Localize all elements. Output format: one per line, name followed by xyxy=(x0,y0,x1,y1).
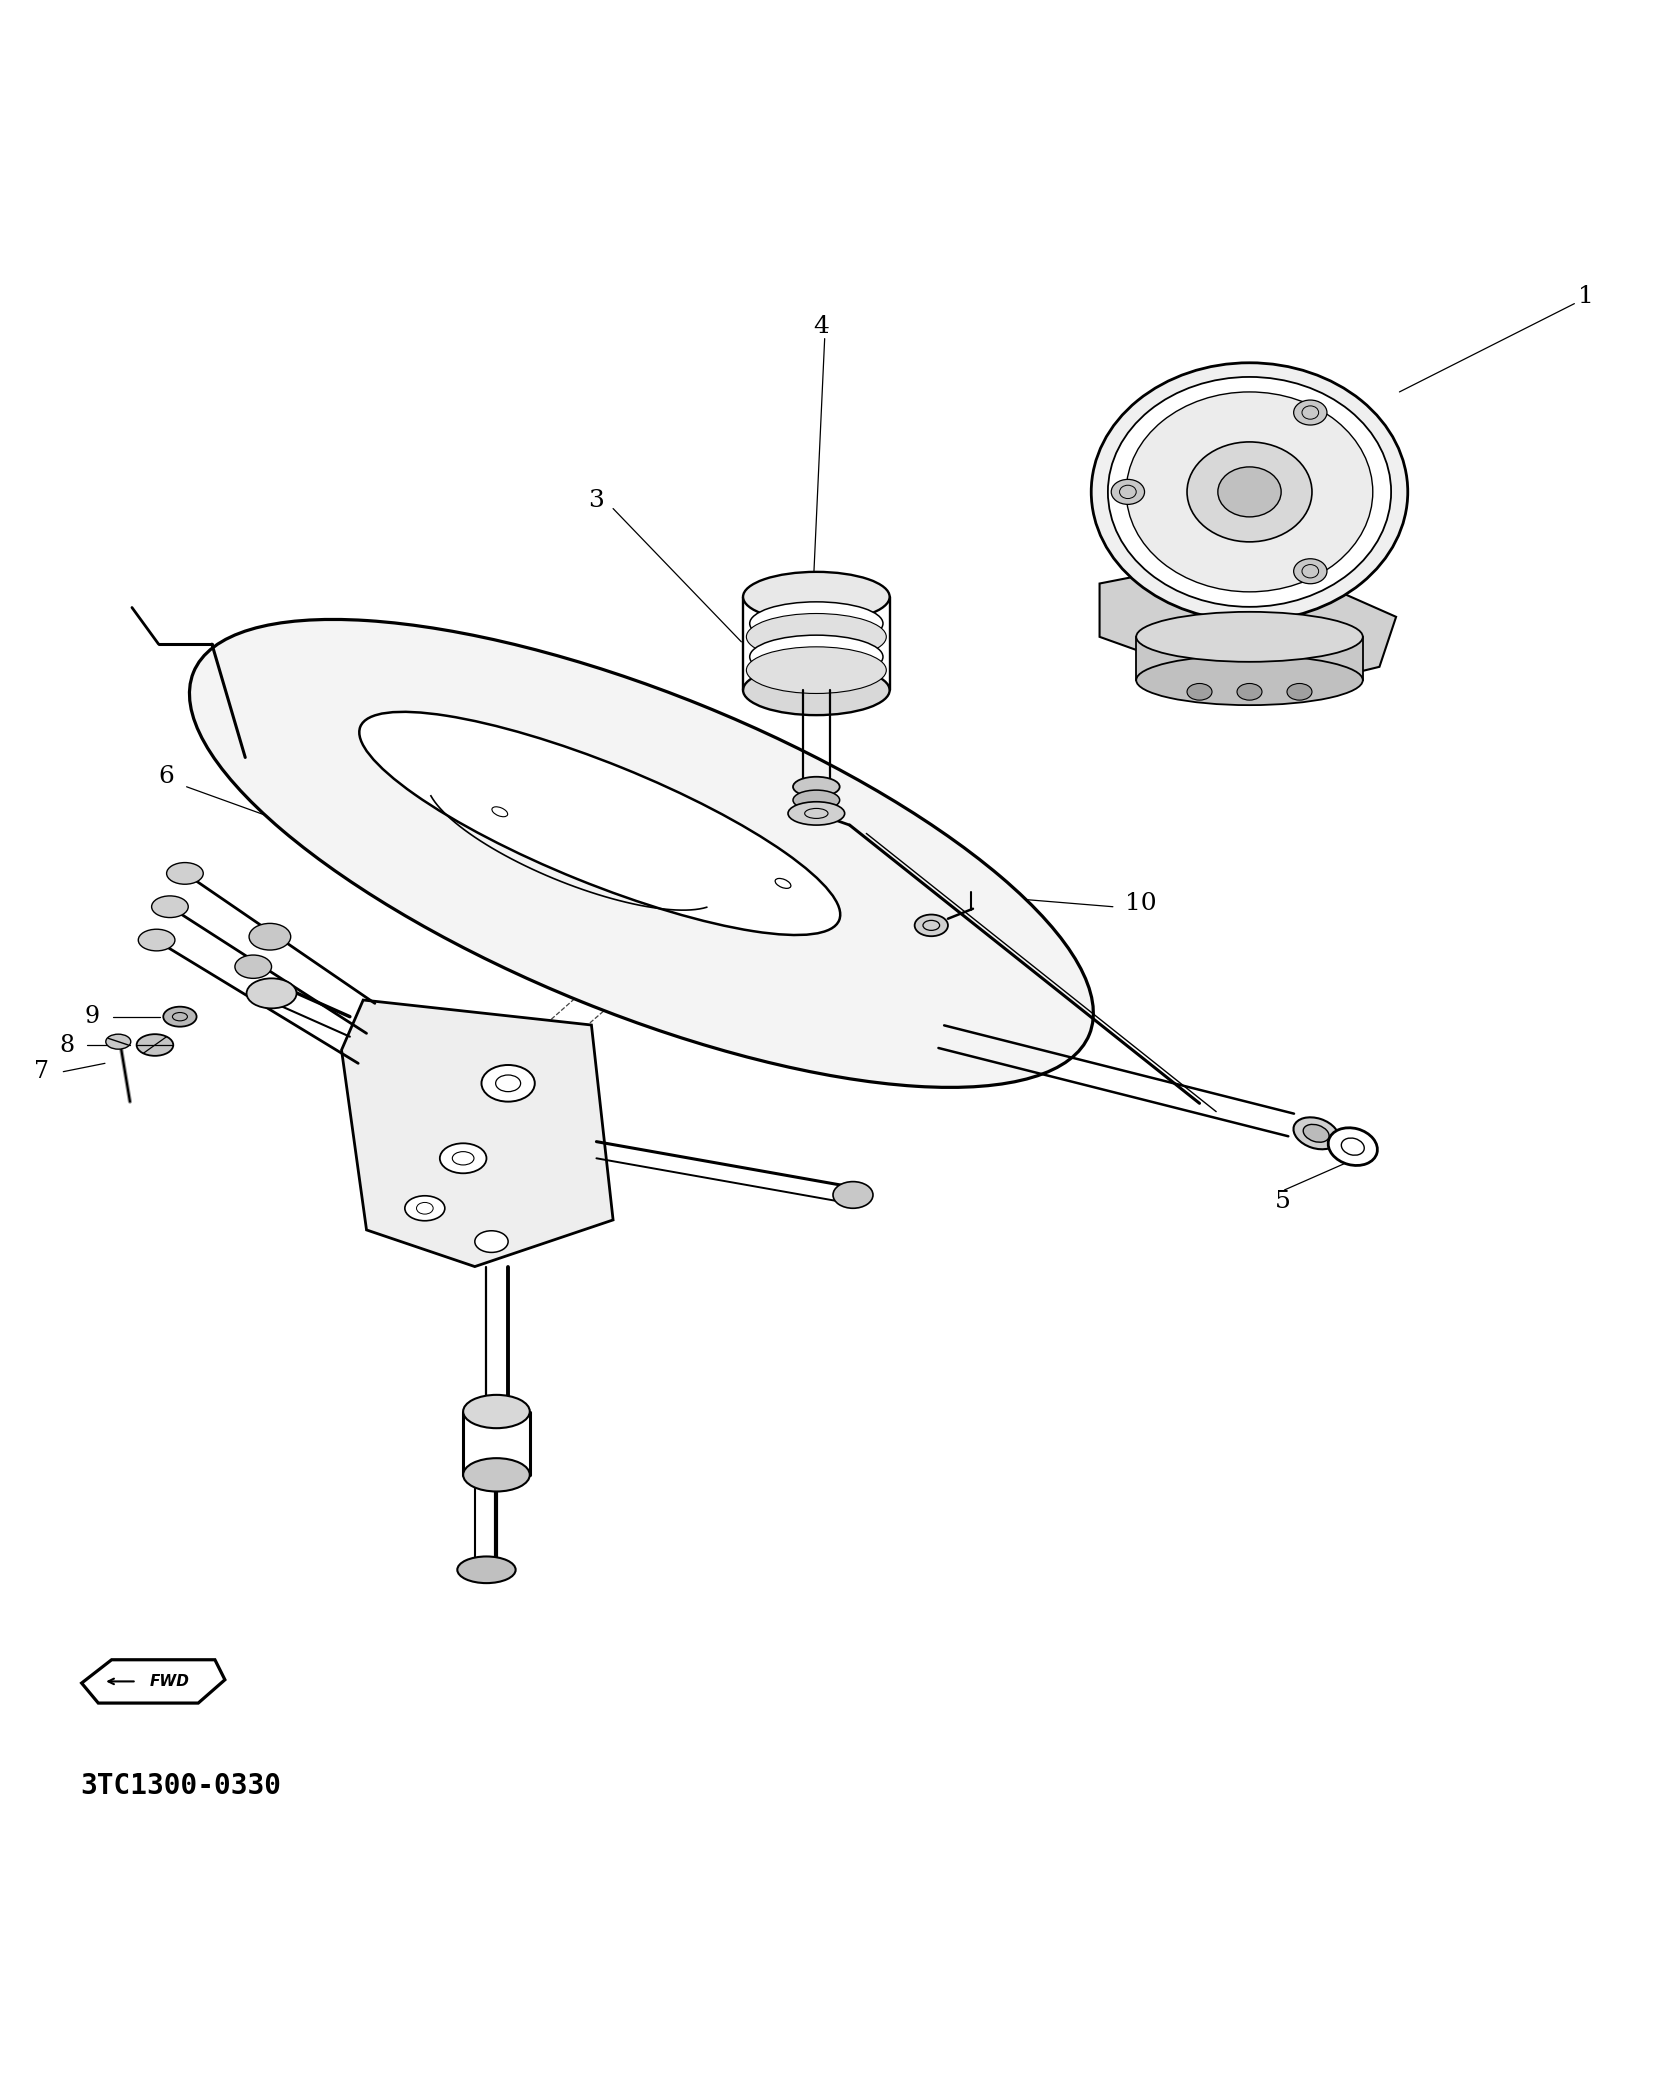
Ellipse shape xyxy=(463,1457,530,1491)
Ellipse shape xyxy=(750,603,883,645)
Text: 9: 9 xyxy=(83,1006,100,1029)
Text: 5: 5 xyxy=(1274,1191,1291,1214)
Ellipse shape xyxy=(167,863,203,884)
Ellipse shape xyxy=(1293,1117,1339,1149)
Ellipse shape xyxy=(1293,399,1326,424)
Text: 3TC1300-0330: 3TC1300-0330 xyxy=(80,1772,282,1800)
Ellipse shape xyxy=(743,571,890,622)
Ellipse shape xyxy=(743,666,890,716)
Ellipse shape xyxy=(247,979,297,1008)
Polygon shape xyxy=(1100,554,1396,695)
Ellipse shape xyxy=(235,956,272,979)
Ellipse shape xyxy=(138,928,175,951)
Ellipse shape xyxy=(481,1065,535,1102)
Ellipse shape xyxy=(1186,441,1311,542)
Text: FWD: FWD xyxy=(150,1674,190,1688)
Ellipse shape xyxy=(1236,682,1261,699)
Ellipse shape xyxy=(833,1182,873,1208)
Ellipse shape xyxy=(1108,376,1391,607)
Ellipse shape xyxy=(775,878,791,888)
Text: 3: 3 xyxy=(588,489,605,512)
Ellipse shape xyxy=(152,897,188,918)
Text: 10: 10 xyxy=(1126,892,1156,916)
Ellipse shape xyxy=(1136,655,1363,706)
Ellipse shape xyxy=(405,1195,445,1220)
Ellipse shape xyxy=(360,712,840,934)
Ellipse shape xyxy=(1303,1124,1329,1142)
Ellipse shape xyxy=(915,916,948,937)
Ellipse shape xyxy=(137,1033,173,1056)
Ellipse shape xyxy=(190,620,1093,1088)
Ellipse shape xyxy=(1293,559,1326,584)
Ellipse shape xyxy=(475,1231,508,1252)
Ellipse shape xyxy=(746,613,886,659)
Ellipse shape xyxy=(1218,466,1281,517)
Ellipse shape xyxy=(1091,363,1408,622)
Ellipse shape xyxy=(440,1142,486,1174)
Text: 1: 1 xyxy=(1578,286,1594,309)
Polygon shape xyxy=(82,1659,225,1703)
Polygon shape xyxy=(342,1000,613,1266)
Text: 6: 6 xyxy=(158,764,175,788)
Ellipse shape xyxy=(788,802,845,825)
Ellipse shape xyxy=(456,1556,515,1583)
Text: 8: 8 xyxy=(58,1033,75,1056)
Ellipse shape xyxy=(463,1394,530,1428)
Polygon shape xyxy=(1136,636,1363,680)
Ellipse shape xyxy=(107,1033,130,1050)
Text: 7: 7 xyxy=(33,1060,50,1084)
Ellipse shape xyxy=(750,634,883,678)
Ellipse shape xyxy=(1136,611,1363,662)
Text: 4: 4 xyxy=(813,315,830,338)
Ellipse shape xyxy=(163,1006,197,1027)
Ellipse shape xyxy=(1111,479,1145,504)
Ellipse shape xyxy=(793,777,840,796)
Ellipse shape xyxy=(1186,682,1211,699)
Text: 2: 2 xyxy=(1188,395,1205,416)
Ellipse shape xyxy=(1288,682,1311,699)
Ellipse shape xyxy=(1328,1128,1378,1166)
Ellipse shape xyxy=(746,647,886,693)
Ellipse shape xyxy=(793,790,840,811)
Ellipse shape xyxy=(1126,393,1373,592)
Ellipse shape xyxy=(250,924,290,949)
Ellipse shape xyxy=(491,806,508,817)
